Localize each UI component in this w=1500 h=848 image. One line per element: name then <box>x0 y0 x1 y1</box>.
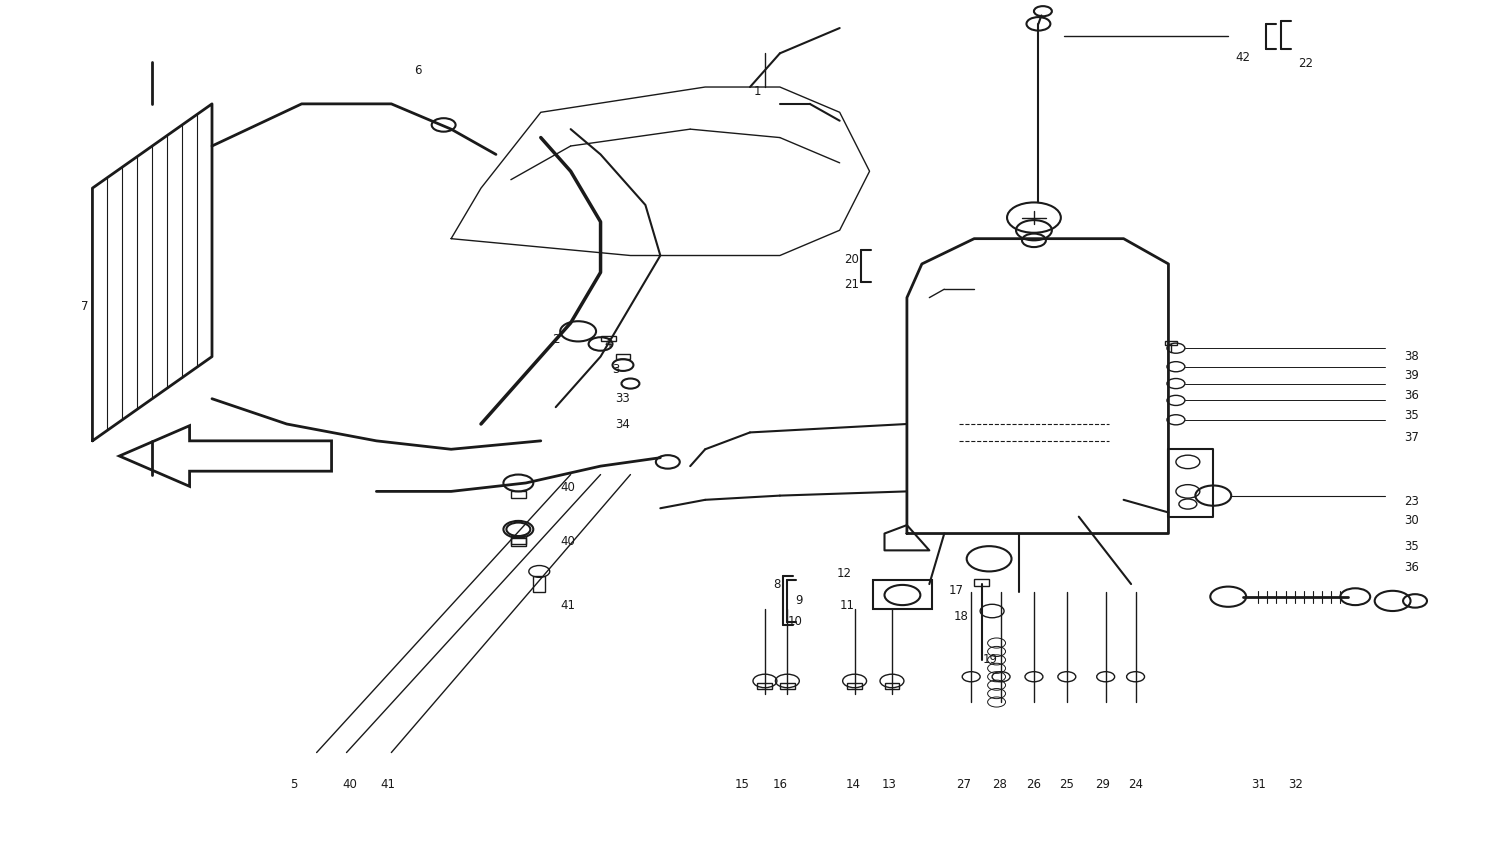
Text: 36: 36 <box>1404 561 1419 574</box>
Text: 40: 40 <box>560 535 574 549</box>
Bar <box>1166 342 1178 345</box>
Text: 35: 35 <box>1404 409 1419 422</box>
Text: 22: 22 <box>1299 57 1314 70</box>
Text: 30: 30 <box>1404 515 1419 527</box>
Text: 6: 6 <box>414 64 422 76</box>
Text: 34: 34 <box>615 417 630 431</box>
Text: 38: 38 <box>1404 350 1419 363</box>
Polygon shape <box>120 426 332 487</box>
Text: 24: 24 <box>1128 778 1143 791</box>
Text: 31: 31 <box>1251 778 1266 791</box>
Bar <box>534 576 546 593</box>
Text: 2: 2 <box>552 333 560 346</box>
Text: 28: 28 <box>992 778 1006 791</box>
Text: 7: 7 <box>81 299 88 313</box>
Text: 35: 35 <box>1404 539 1419 553</box>
Text: 33: 33 <box>615 393 630 405</box>
Text: 5: 5 <box>291 778 298 791</box>
Bar <box>512 491 526 498</box>
Bar <box>974 579 988 586</box>
Text: 40: 40 <box>560 481 574 494</box>
Bar <box>873 580 933 610</box>
Text: 27: 27 <box>956 778 970 791</box>
Bar <box>600 337 615 342</box>
Text: 29: 29 <box>1095 778 1110 791</box>
Text: 41: 41 <box>560 599 574 611</box>
Text: 26: 26 <box>1026 778 1041 791</box>
Text: 18: 18 <box>954 610 968 622</box>
Text: 4: 4 <box>604 338 612 350</box>
Text: 9: 9 <box>795 594 802 607</box>
Text: 25: 25 <box>1059 778 1074 791</box>
Text: 10: 10 <box>788 616 802 628</box>
Text: 36: 36 <box>1404 389 1419 402</box>
Text: 40: 40 <box>342 778 357 791</box>
Text: 16: 16 <box>772 778 788 791</box>
Bar <box>758 683 772 689</box>
Text: 12: 12 <box>837 567 852 580</box>
Text: 14: 14 <box>846 778 861 791</box>
Bar <box>847 683 862 689</box>
Text: 13: 13 <box>882 778 897 791</box>
Text: 39: 39 <box>1404 369 1419 382</box>
Text: 15: 15 <box>735 778 750 791</box>
Bar <box>512 538 526 544</box>
Bar <box>512 536 526 546</box>
Text: 32: 32 <box>1288 778 1304 791</box>
Text: 20: 20 <box>844 254 859 266</box>
Text: 1: 1 <box>753 85 760 98</box>
Bar <box>780 683 795 689</box>
Text: 42: 42 <box>1236 51 1251 64</box>
Bar <box>615 354 630 360</box>
Text: 23: 23 <box>1404 495 1419 508</box>
Text: 17: 17 <box>948 584 963 597</box>
Bar <box>885 683 900 689</box>
Text: 19: 19 <box>982 654 998 667</box>
Text: 8: 8 <box>772 577 780 590</box>
Text: 21: 21 <box>844 278 859 292</box>
Text: 11: 11 <box>840 599 855 611</box>
Text: 37: 37 <box>1404 431 1419 444</box>
Text: 3: 3 <box>612 363 620 376</box>
Text: 41: 41 <box>381 778 396 791</box>
